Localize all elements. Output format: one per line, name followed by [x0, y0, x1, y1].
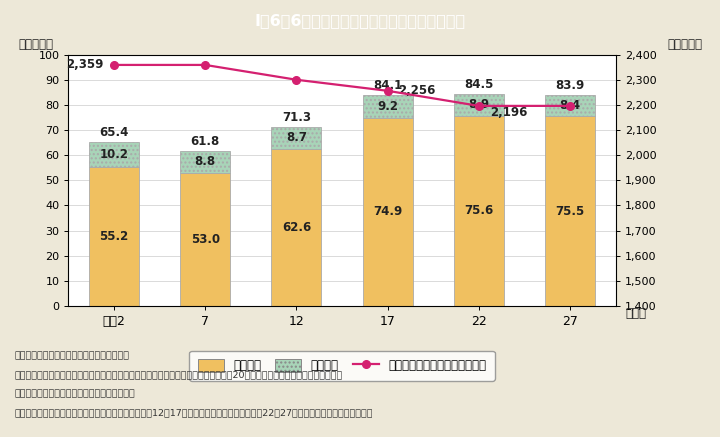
Bar — [362, 94, 413, 118]
Text: 9.2: 9.2 — [377, 100, 398, 113]
Text: 55.2: 55.2 — [99, 230, 129, 243]
Text: （備考）１．総務省「国勢調査」より作成。: （備考）１．総務省「国勢調査」より作成。 — [14, 352, 130, 361]
Text: 10.2: 10.2 — [99, 148, 128, 161]
Bar — [454, 94, 504, 116]
Text: ２．母子（父子）世帯は，未婚，死別又は離別の女（男）親と，その未婚の20歳未満の子どものみからなる世帯（他: ２．母子（父子）世帯は，未婚，死別又は離別の女（男）親と，その未婚の20歳未満の… — [14, 371, 343, 380]
Text: I－6－6図　母子世帯数及び父子世帯数の推移: I－6－6図 母子世帯数及び父子世帯数の推移 — [254, 13, 466, 28]
Bar — [454, 116, 504, 306]
Text: 65.4: 65.4 — [99, 125, 129, 139]
Bar — [545, 95, 595, 116]
Text: 71.3: 71.3 — [282, 111, 311, 124]
Bar — [180, 173, 230, 306]
Bar — [180, 151, 230, 173]
Text: 8.9: 8.9 — [468, 98, 490, 111]
Legend: 母子世帯, 父子世帯, 子どものいる世帯数（右目盛）: 母子世帯, 父子世帯, 子どものいる世帯数（右目盛） — [189, 351, 495, 381]
Text: 83.9: 83.9 — [555, 79, 585, 92]
Bar — [271, 127, 322, 149]
Text: 2,359: 2,359 — [66, 59, 104, 71]
Text: 61.8: 61.8 — [191, 135, 220, 148]
Text: 75.5: 75.5 — [555, 205, 585, 218]
Text: 2,256: 2,256 — [399, 84, 436, 97]
Text: 84.1: 84.1 — [373, 79, 402, 92]
Text: 2,196: 2,196 — [490, 106, 527, 119]
Bar — [545, 116, 595, 306]
Text: （年）: （年） — [625, 307, 646, 320]
Bar — [362, 118, 413, 306]
Text: （万世帯）: （万世帯） — [18, 38, 53, 51]
Text: 74.9: 74.9 — [373, 205, 402, 218]
Text: （万世帯）: （万世帯） — [667, 38, 702, 51]
Bar — [89, 142, 139, 167]
Text: 62.6: 62.6 — [282, 221, 311, 234]
Text: 8.4: 8.4 — [559, 99, 580, 112]
Bar — [271, 149, 322, 306]
Bar — [89, 167, 139, 306]
Text: 8.8: 8.8 — [194, 155, 216, 168]
Text: 8.7: 8.7 — [286, 131, 307, 144]
Text: 53.0: 53.0 — [191, 233, 220, 246]
Text: ３．子どものいる世帯数とは，平成２，７，12，17年は子どものいる親族世帯数，22，27年は子どものいる一般世帯数。: ３．子どものいる世帯数とは，平成２，７，12，17年は子どものいる親族世帯数，2… — [14, 408, 373, 417]
Text: 75.6: 75.6 — [464, 205, 493, 218]
Text: 84.5: 84.5 — [464, 77, 493, 90]
Text: の世帯員がいないもの）の世帯数。: の世帯員がいないもの）の世帯数。 — [14, 389, 135, 399]
